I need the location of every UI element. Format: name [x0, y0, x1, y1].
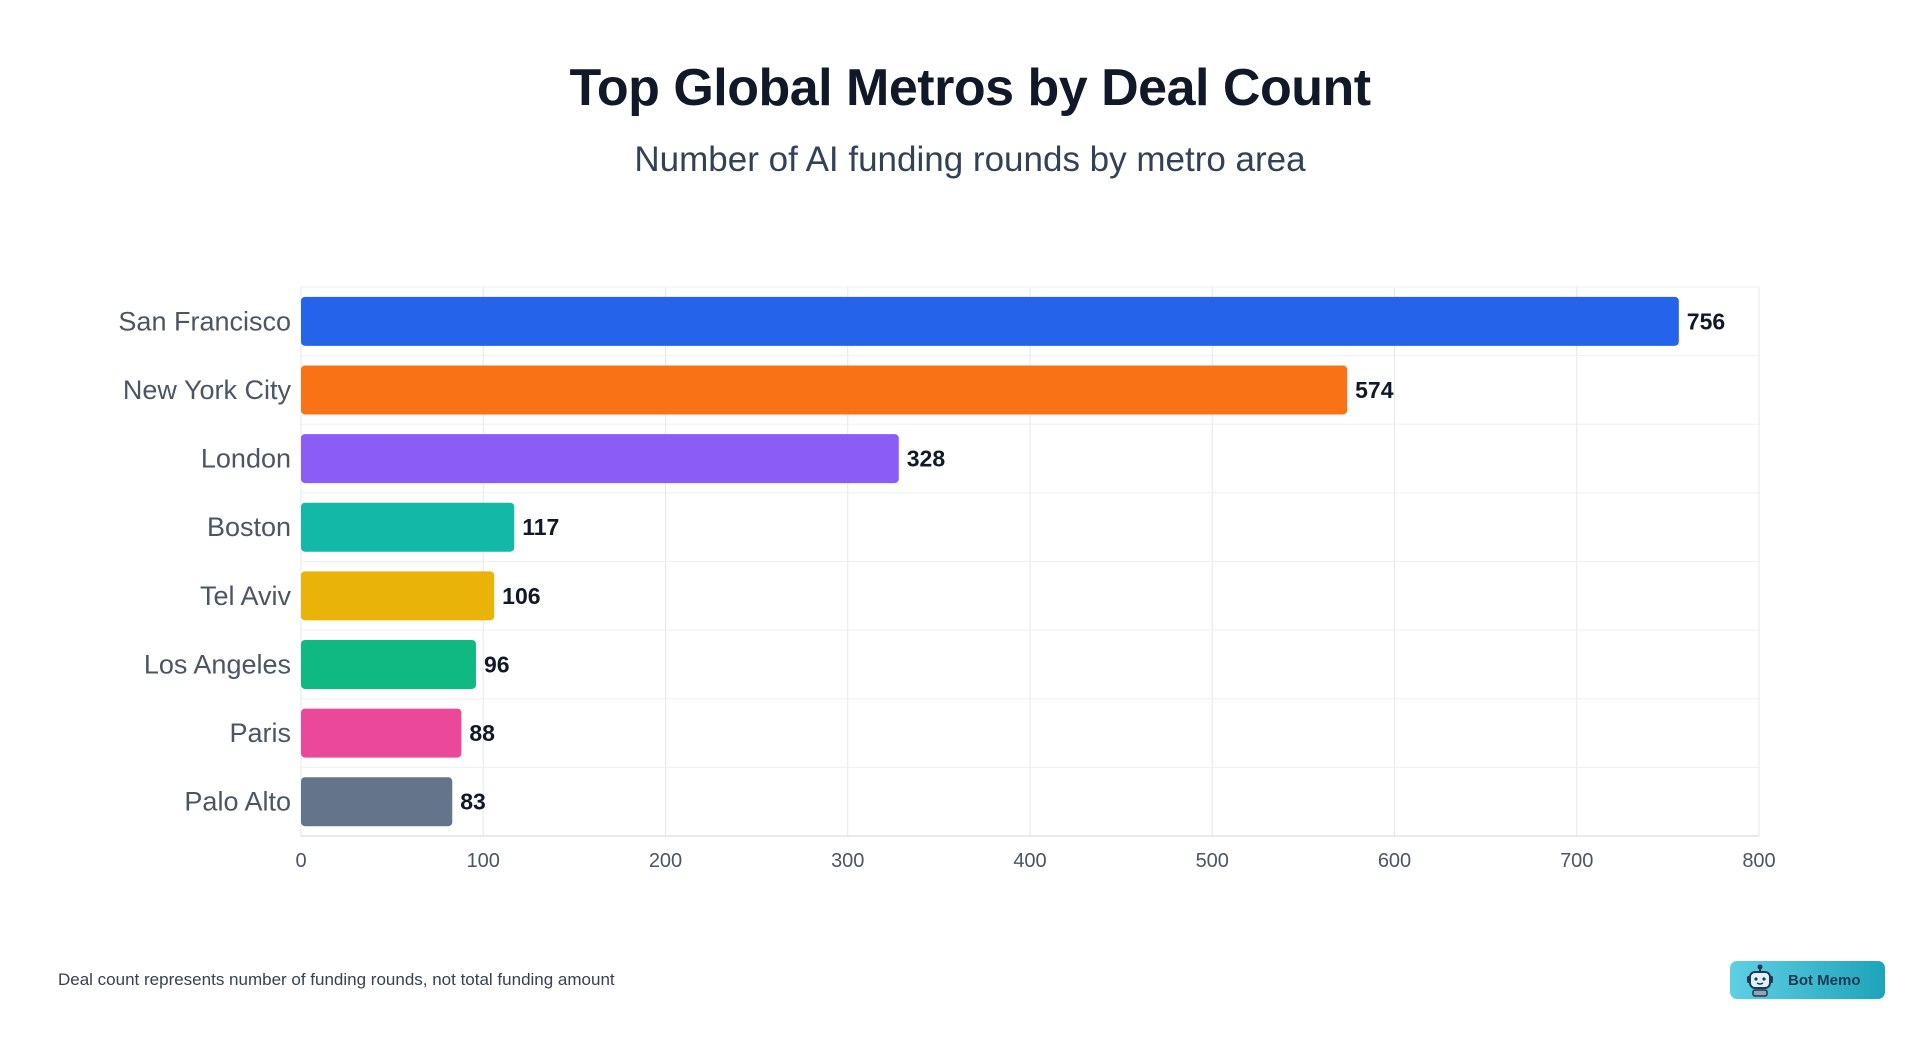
chart-title: Top Global Metros by Deal Count	[569, 59, 1371, 117]
chart-subtitle: Number of AI funding rounds by metro are…	[634, 140, 1306, 179]
y-tick-label: London	[201, 444, 291, 474]
x-tick-label: 600	[1378, 850, 1411, 872]
data-label: 96	[484, 651, 510, 677]
badge-label: Bot Memo	[1788, 971, 1861, 989]
bar	[301, 639, 476, 689]
data-label: 117	[522, 514, 559, 540]
x-tick-label: 100	[467, 850, 500, 872]
y-tick-label: San Francisco	[118, 306, 291, 336]
bar	[301, 502, 515, 552]
data-label: 106	[502, 583, 540, 609]
bar	[301, 365, 1348, 415]
y-tick-label: Boston	[207, 512, 291, 542]
data-label: 328	[907, 446, 946, 472]
data-label: 88	[469, 720, 495, 746]
x-tick-label: 800	[1742, 850, 1775, 872]
y-tick-label: Palo Alto	[184, 787, 291, 817]
data-label: 756	[1687, 308, 1725, 334]
y-tick-label: New York City	[123, 375, 292, 405]
data-label: 83	[460, 789, 486, 815]
x-tick-label: 300	[831, 850, 864, 872]
y-tick-label: Los Angeles	[144, 649, 291, 679]
bar	[301, 708, 462, 758]
y-tick-label: Tel Aviv	[200, 581, 292, 611]
bar	[301, 777, 453, 827]
x-tick-label: 200	[649, 850, 682, 872]
bar-chart: 0 100 200 300 400 500 600 700 800 San Francisco 75…	[118, 286, 1776, 872]
footnote: Deal count represents number of funding …	[58, 970, 615, 989]
robot-icon	[1747, 964, 1773, 997]
bar	[301, 296, 1679, 346]
y-tick-label: Paris	[229, 718, 291, 748]
x-tick-label: 0	[295, 850, 306, 872]
x-tick-label: 400	[1013, 850, 1046, 872]
brand-badge: Bot Memo	[1730, 961, 1885, 999]
data-label: 574	[1355, 377, 1394, 403]
bar	[301, 434, 899, 484]
x-tick-label: 500	[1196, 850, 1229, 872]
x-tick-label: 700	[1560, 850, 1593, 872]
bar	[301, 571, 495, 621]
